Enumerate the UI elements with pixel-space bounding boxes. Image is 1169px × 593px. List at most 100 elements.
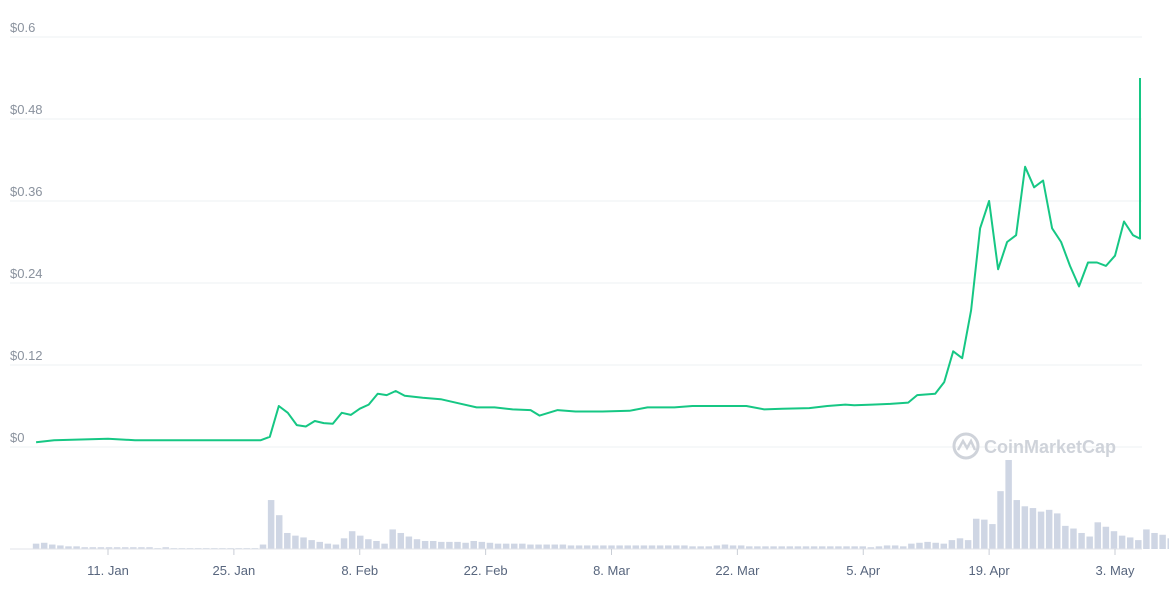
volume-bar: [470, 540, 477, 549]
x-tick-label: 5. Apr: [846, 563, 881, 578]
volume-bar: [292, 535, 299, 549]
volume-bar: [1078, 532, 1085, 549]
volume-bar: [121, 547, 129, 549]
coinmarketcap-logo-icon: [952, 432, 980, 460]
volume-bar: [616, 545, 623, 549]
volume-bar: [113, 547, 121, 549]
volume-bar: [575, 545, 583, 549]
volume-bar: [413, 539, 421, 549]
volume-bar: [357, 535, 364, 549]
volume-bar: [924, 541, 931, 549]
x-tick-label: 8. Feb: [341, 563, 378, 578]
volume-bar: [502, 543, 510, 549]
volume-bar: [1167, 538, 1169, 549]
volume-bar: [1143, 529, 1150, 549]
volume-bar: [940, 543, 948, 549]
volume-bar: [519, 543, 526, 549]
volume-bar: [1029, 508, 1037, 549]
volume-bar: [948, 540, 956, 549]
volume-bar: [713, 545, 721, 549]
y-tick-label: $0.24: [10, 266, 43, 281]
volume-bar: [997, 491, 1004, 549]
volume-bar: [891, 545, 899, 549]
volume-bar: [1126, 537, 1134, 549]
volume-bar: [681, 545, 688, 549]
volume-bar: [632, 545, 640, 549]
volume-bar: [300, 537, 307, 549]
volume-bar: [308, 540, 315, 549]
volume-bar: [397, 532, 405, 549]
volume-bar: [705, 546, 712, 549]
volume-bar: [65, 546, 72, 549]
y-tick-label: $0: [10, 430, 24, 445]
volume-bar: [673, 545, 680, 549]
volume-bar: [324, 543, 332, 549]
volume-bar: [908, 543, 915, 549]
volume-bar: [89, 547, 97, 549]
volume-bar: [1102, 526, 1110, 549]
volume-bar: [543, 544, 550, 549]
x-tick-label: 25. Jan: [213, 563, 256, 578]
volume-bar: [527, 544, 534, 549]
volume-bar: [97, 547, 105, 549]
volume-bar: [1094, 522, 1102, 549]
volume-bar: [40, 542, 48, 549]
volume-bar: [770, 546, 777, 549]
volume-bar: [656, 545, 664, 549]
volume-bar: [875, 546, 883, 549]
volume-bar: [275, 515, 283, 549]
volume-bar: [429, 540, 437, 549]
volume-bar: [511, 543, 518, 549]
volume-bar: [608, 545, 615, 549]
volume-bar: [162, 547, 169, 549]
watermark-text: CoinMarketCap: [984, 437, 1116, 457]
volume-bar: [1086, 536, 1093, 549]
volume-bar: [932, 542, 939, 549]
volume-bar: [697, 546, 704, 549]
volume-bar: [835, 546, 842, 549]
volume-bar: [130, 547, 137, 549]
y-tick-label: $0.6: [10, 20, 35, 35]
x-tick-label: 22. Feb: [464, 563, 508, 578]
coinmarketcap-watermark: CoinMarketCap: [952, 432, 1116, 460]
volume-bar: [1135, 540, 1142, 549]
volume-bar: [316, 541, 323, 549]
volume-bar: [389, 529, 396, 549]
volume-bar: [648, 545, 656, 549]
volume-bar: [373, 540, 380, 549]
volume-bar: [746, 546, 753, 549]
volume-bar: [486, 542, 494, 549]
volume-bar: [818, 546, 826, 549]
volume-bar: [810, 546, 818, 549]
volume-bar: [1070, 528, 1077, 549]
volume-bar: [729, 545, 737, 549]
x-axis-labels: 11. Jan 25. Jan 8. Feb 22. Feb 8. Mar 22. Mar…: [87, 549, 1135, 578]
volume-bar: [827, 546, 834, 549]
volume-bar: [802, 546, 810, 549]
price-line: [35, 78, 1141, 444]
volume-bar: [381, 543, 388, 549]
x-tick-label: 19. Apr: [969, 563, 1011, 578]
volume-bar: [340, 538, 348, 549]
y-tick-label: $0.48: [10, 102, 43, 117]
volume-bar: [1013, 500, 1020, 549]
volume-bar: [1151, 532, 1158, 549]
volume-bar: [754, 546, 761, 549]
volume-bar: [32, 543, 40, 549]
volume-bar: [1045, 509, 1053, 549]
volume-bar: [348, 531, 356, 549]
volume-bar: [689, 546, 696, 549]
volume-bar: [592, 545, 599, 549]
volume-bar: [1021, 506, 1029, 549]
volume-bar: [600, 545, 607, 549]
volume-bar: [1054, 513, 1061, 549]
volume-bar: [138, 547, 145, 549]
x-tick-label: 22. Mar: [715, 563, 760, 578]
volume-bar: [259, 544, 267, 549]
volume-bar: [494, 543, 502, 549]
volume-bar: [421, 540, 429, 549]
volume-bar: [1037, 511, 1045, 549]
volume-bar: [551, 544, 559, 549]
volume-bar: [49, 544, 56, 549]
